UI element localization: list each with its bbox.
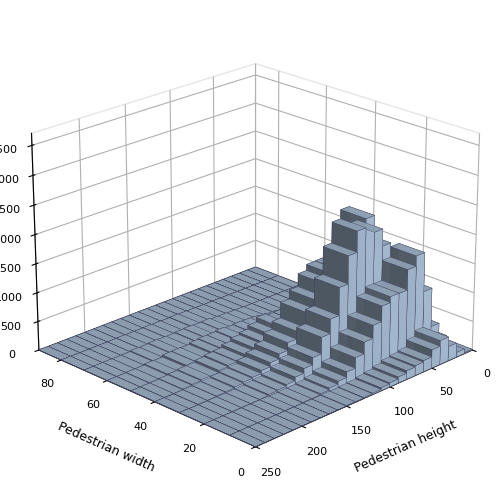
X-axis label: Pedestrian height: Pedestrian height [353, 418, 458, 475]
Y-axis label: Pedestrian width: Pedestrian width [55, 420, 156, 474]
